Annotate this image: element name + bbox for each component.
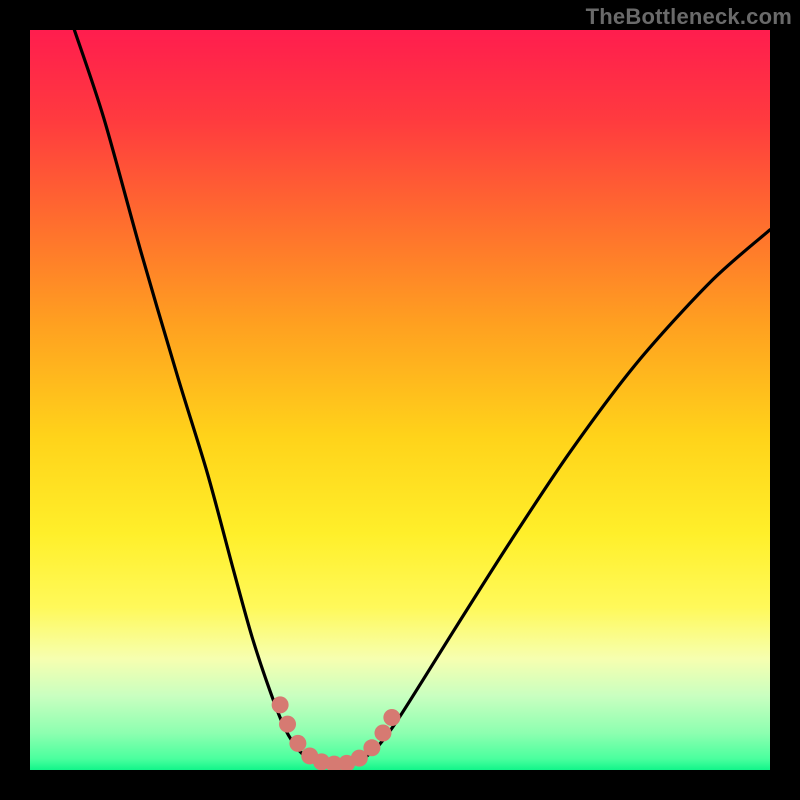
marker-dot: [289, 735, 306, 752]
marker-dot: [363, 739, 380, 756]
marker-dot: [374, 725, 391, 742]
figure-root: TheBottleneck.com: [0, 0, 800, 800]
watermark-label: TheBottleneck.com: [586, 4, 792, 30]
marker-dot: [383, 709, 400, 726]
marker-dot: [272, 696, 289, 713]
plot-background: [30, 30, 770, 770]
marker-dot: [279, 716, 296, 733]
chart-svg: [0, 0, 800, 800]
